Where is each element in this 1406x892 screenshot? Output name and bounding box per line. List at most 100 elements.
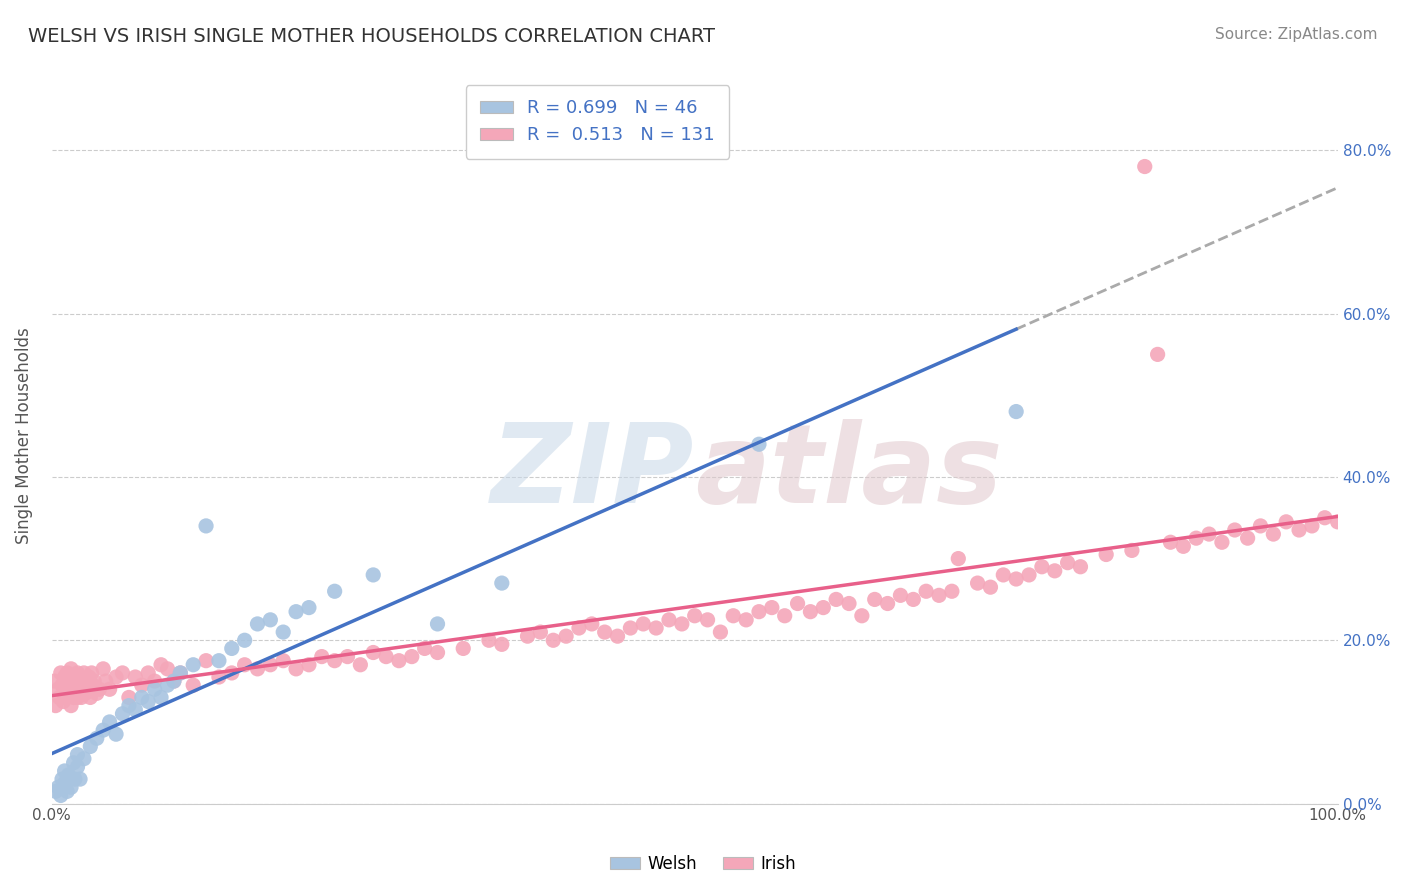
Point [51, 678, 73, 692]
Point [658, 613, 681, 627]
Point [683, 608, 706, 623]
Point [271, 654, 294, 668]
Point [645, 621, 668, 635]
Point [69, 772, 91, 786]
Point [111, 665, 134, 680]
Point [62, 756, 84, 770]
Point [1056, 556, 1078, 570]
Point [966, 576, 988, 591]
Point [298, 600, 321, 615]
Point [838, 597, 860, 611]
Point [48, 690, 70, 705]
Point [375, 649, 398, 664]
Point [709, 625, 731, 640]
Point [98, 714, 121, 729]
Point [67, 682, 90, 697]
Point [388, 654, 411, 668]
Point [516, 629, 538, 643]
Legend: Welsh, Irish: Welsh, Irish [603, 848, 803, 880]
Point [69, 670, 91, 684]
Point [593, 625, 616, 640]
Point [46, 780, 69, 795]
Point [91, 662, 114, 676]
Point [143, 674, 166, 689]
Point [221, 641, 243, 656]
Point [59, 674, 82, 689]
Point [1185, 531, 1208, 545]
Point [156, 678, 179, 692]
Point [1069, 559, 1091, 574]
Point [49, 789, 72, 803]
Point [136, 694, 159, 708]
Point [761, 600, 783, 615]
Point [60, 682, 83, 697]
Point [131, 678, 153, 692]
Point [63, 674, 86, 689]
Y-axis label: Single Mother Households: Single Mother Households [15, 327, 32, 544]
Text: Source: ZipAtlas.com: Source: ZipAtlas.com [1215, 27, 1378, 42]
Point [79, 739, 101, 754]
Point [45, 784, 67, 798]
Point [979, 580, 1001, 594]
Point [1313, 510, 1336, 524]
Point [66, 760, 89, 774]
Point [863, 592, 886, 607]
Point [49, 665, 72, 680]
Point [1005, 572, 1028, 586]
Point [77, 670, 100, 684]
Point [62, 690, 84, 705]
Point [58, 686, 80, 700]
Point [45, 698, 67, 713]
Point [221, 665, 243, 680]
Point [131, 690, 153, 705]
Point [1043, 564, 1066, 578]
Text: atlas: atlas [695, 419, 1002, 526]
Point [633, 616, 655, 631]
Point [426, 646, 449, 660]
Point [60, 662, 83, 676]
Point [735, 613, 758, 627]
Point [1018, 568, 1040, 582]
Point [105, 727, 128, 741]
Point [76, 682, 98, 697]
Point [1173, 539, 1195, 553]
Point [51, 772, 73, 786]
Point [58, 768, 80, 782]
Point [118, 698, 141, 713]
Point [426, 616, 449, 631]
Point [169, 665, 191, 680]
Legend: R = 0.699   N = 46, R =  0.513   N = 131: R = 0.699 N = 46, R = 0.513 N = 131 [465, 85, 730, 159]
Point [208, 654, 231, 668]
Point [285, 662, 308, 676]
Point [79, 690, 101, 705]
Point [60, 698, 83, 713]
Point [529, 625, 551, 640]
Point [311, 649, 333, 664]
Point [66, 747, 89, 762]
Point [271, 625, 294, 640]
Point [349, 657, 371, 672]
Point [748, 437, 770, 451]
Point [73, 665, 96, 680]
Point [55, 682, 77, 697]
Point [825, 592, 848, 607]
Point [323, 654, 346, 668]
Point [451, 641, 474, 656]
Point [606, 629, 628, 643]
Point [163, 674, 186, 689]
Point [1263, 527, 1285, 541]
Point [124, 670, 146, 684]
Point [111, 706, 134, 721]
Point [1159, 535, 1181, 549]
Point [105, 670, 128, 684]
Point [903, 592, 925, 607]
Point [53, 764, 76, 778]
Point [889, 588, 911, 602]
Point [53, 776, 76, 790]
Point [928, 588, 950, 602]
Point [86, 686, 108, 700]
Point [491, 576, 513, 591]
Point [941, 584, 963, 599]
Point [66, 665, 89, 680]
Point [53, 690, 76, 705]
